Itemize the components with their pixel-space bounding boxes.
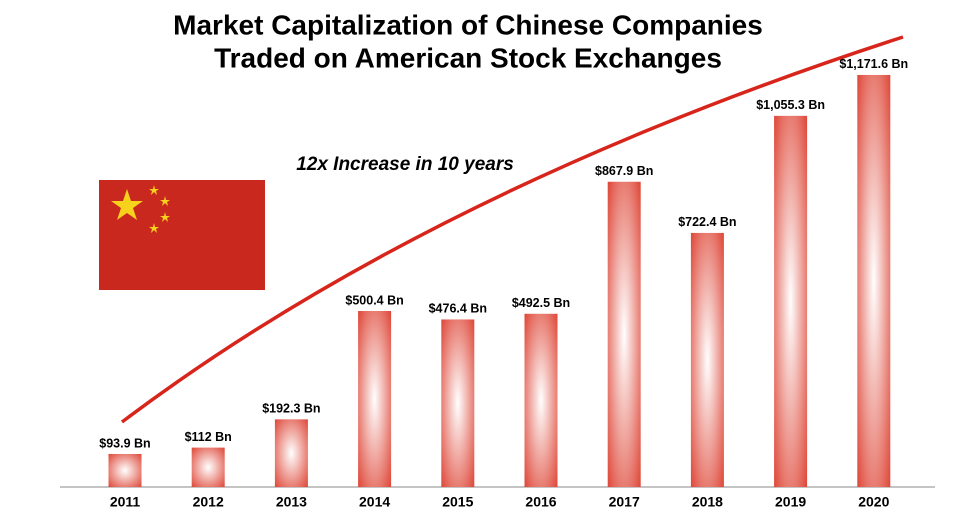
bar [690, 232, 724, 487]
x-tick-label: 2020 [858, 494, 889, 510]
x-tick-label: 2014 [359, 494, 390, 510]
chart-title: Market Capitalization of Chinese Compani… [173, 9, 763, 40]
trend-line [120, 35, 904, 424]
chart-title: Traded on American Stock Exchanges [214, 42, 722, 73]
bar [774, 115, 808, 488]
value-label: $192.3 Bn [262, 402, 320, 416]
value-label: $1,171.6 Bn [839, 57, 908, 71]
flag [99, 180, 265, 290]
bar [441, 319, 475, 487]
x-tick-label: 2019 [775, 494, 806, 510]
x-tick-label: 2012 [193, 494, 224, 510]
bar [358, 311, 392, 487]
bar [191, 447, 225, 487]
x-tick-label: 2016 [525, 494, 556, 510]
bar [524, 313, 558, 487]
bar [108, 453, 142, 487]
x-tick-label: 2017 [609, 494, 640, 510]
value-label: $112 Bn [185, 430, 232, 444]
x-tick-label: 2013 [276, 494, 307, 510]
x-tick-label: 2018 [692, 494, 723, 510]
value-label: $500.4 Bn [345, 293, 403, 307]
value-label: $867.9 Bn [595, 164, 653, 178]
bar [857, 74, 891, 488]
value-label: $492.5 Bn [512, 296, 570, 310]
x-tick-label: 2011 [110, 494, 141, 510]
value-label: $1,055.3 Bn [756, 98, 825, 112]
value-label: $476.4 Bn [429, 302, 487, 316]
annotation: 12x Increase in 10 years [296, 154, 514, 175]
value-label: $93.9 Bn [99, 436, 150, 450]
x-tick-label: 2015 [442, 494, 473, 510]
value-label: $722.4 Bn [678, 215, 736, 229]
bar [274, 419, 308, 487]
bar [607, 181, 641, 487]
